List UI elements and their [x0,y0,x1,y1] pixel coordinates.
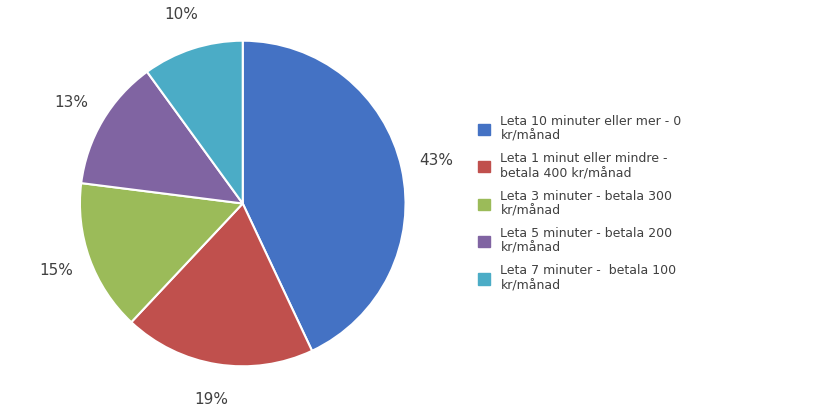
Text: 15%: 15% [38,263,73,278]
Text: 43%: 43% [419,153,453,168]
Text: 10%: 10% [164,7,198,22]
Text: 13%: 13% [54,95,89,110]
Wedge shape [242,41,405,351]
Wedge shape [81,72,242,204]
Wedge shape [131,204,312,366]
Wedge shape [147,41,242,204]
Legend: Leta 10 minuter eller mer - 0
kr/månad, Leta 1 minut eller mindre -
betala 400 k: Leta 10 minuter eller mer - 0 kr/månad, … [473,111,685,296]
Text: 19%: 19% [195,392,228,407]
Wedge shape [79,183,242,322]
